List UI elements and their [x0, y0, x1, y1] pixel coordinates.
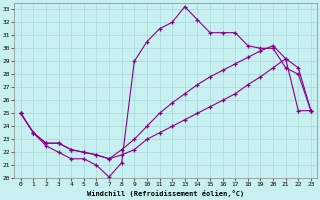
X-axis label: Windchill (Refroidissement éolien,°C): Windchill (Refroidissement éolien,°C) [87, 190, 244, 197]
